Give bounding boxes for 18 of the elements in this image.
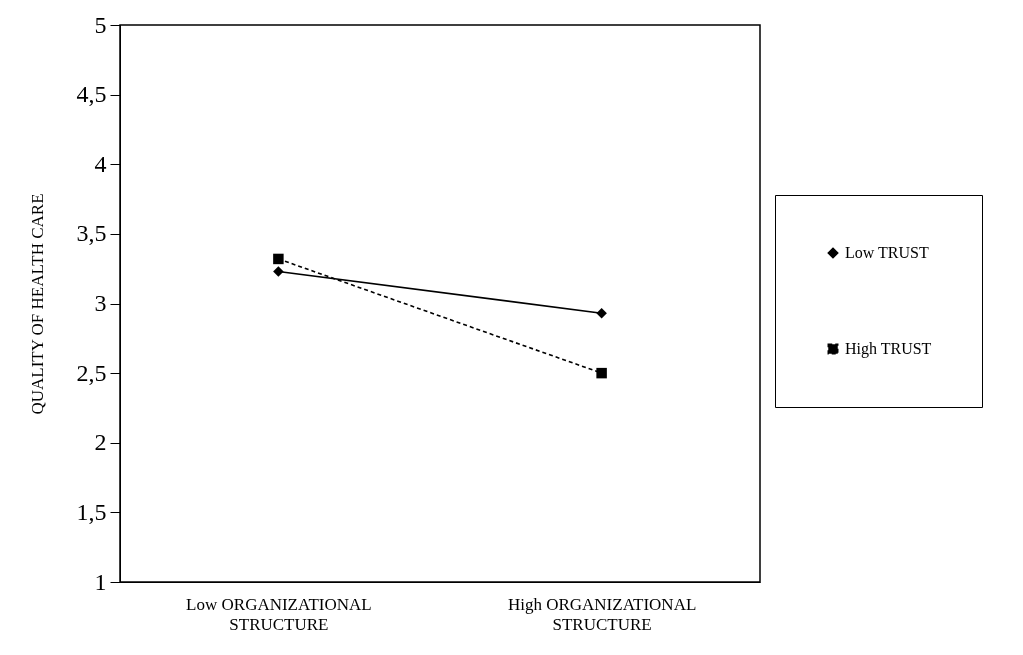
y-tick-label: 5 xyxy=(94,11,107,38)
y-tick-label: 1 xyxy=(94,568,107,595)
y-tick-label: 1,5 xyxy=(76,498,107,525)
y-tick-label: 3,5 xyxy=(76,220,107,247)
y-tick-label: 4,5 xyxy=(76,81,107,108)
legend-label: High TRUST xyxy=(845,340,932,358)
y-axis-title: QUALITY OF HEALTH CARE xyxy=(27,193,47,415)
y-tick-label: 3 xyxy=(94,290,107,316)
point xyxy=(273,253,284,265)
legend-label: Low TRUST xyxy=(845,244,929,261)
point xyxy=(596,308,607,319)
point xyxy=(273,266,284,277)
x-tick-label: High ORGANIZATIONAL STRUCTURE xyxy=(507,594,697,634)
y-tick-label: 2,5 xyxy=(76,359,107,386)
y-tick-label: 4 xyxy=(94,150,107,177)
x-tick-label: Low ORGANIZATIONAL STRUCTURE xyxy=(186,594,372,634)
y-tick-label: 2 xyxy=(94,429,107,456)
point xyxy=(596,367,607,379)
